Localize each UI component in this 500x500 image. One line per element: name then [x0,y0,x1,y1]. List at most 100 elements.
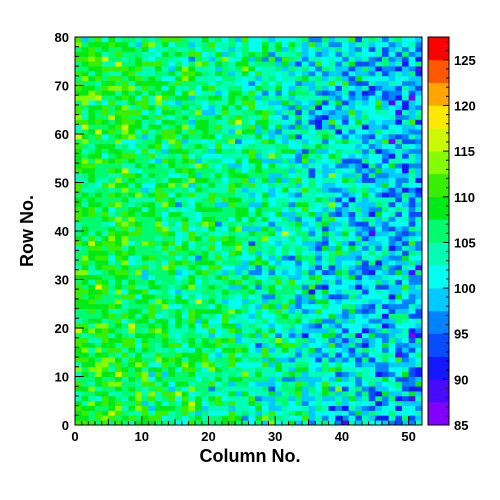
heatmap-cell [315,167,323,174]
heatmap-cell [115,376,123,382]
heatmap-cell [388,361,396,368]
heatmap-cell [161,323,169,329]
heatmap-cell [295,172,303,179]
heatmap-cell [321,318,329,324]
heatmap-cell [95,56,103,62]
heatmap-cell [135,386,143,392]
heatmap-cell [381,405,390,411]
heatmap-cell [321,294,329,300]
heatmap-cell [115,298,123,305]
heatmap-cell [188,342,196,348]
heatmap-cell [388,221,396,227]
heatmap-cell [148,46,156,52]
heatmap-cell [301,90,309,96]
heatmap-cell [301,274,309,280]
heatmap-cell [275,85,283,91]
heatmap-cell [381,192,390,198]
heatmap-cell [401,124,410,130]
heatmap-cell [181,332,189,339]
heatmap-cell [235,328,243,334]
heatmap-cell [108,415,116,421]
heatmap-cell [335,381,343,387]
heatmap-cell [128,323,136,329]
heatmap-cell [195,100,203,106]
heatmap-cell [368,104,376,111]
heatmap-cell [308,226,316,232]
heatmap-cell [228,352,236,358]
heatmap-cell [255,172,263,179]
heatmap-cell [248,405,256,411]
heatmap-cell [128,114,136,120]
heatmap-cell [221,41,229,48]
heatmap-cell [75,332,83,339]
heatmap-cell [335,158,343,164]
heatmap-cell [101,284,109,290]
heatmap-cell [135,85,143,91]
heatmap-cell [381,361,390,368]
heatmap-cell [155,371,163,377]
heatmap-cell [81,289,89,295]
heatmap-cell [128,158,136,164]
heatmap-cell [288,391,296,397]
heatmap-cell [95,51,103,57]
heatmap-cell [321,328,329,334]
heatmap-cell [168,357,176,363]
heatmap-cell [195,328,203,334]
heatmap-cell [101,294,109,300]
heatmap-cell [315,328,323,334]
heatmap-cell [415,250,423,256]
x-tick-label: 20 [201,429,215,444]
heatmap-cell [121,323,129,329]
heatmap-cell [128,56,136,62]
heatmap-cell [381,357,390,363]
heatmap-cell [128,129,136,135]
heatmap-cell [155,192,163,198]
heatmap-cell [115,163,123,169]
heatmap-cell [321,182,329,188]
heatmap-cell [288,289,296,295]
heatmap-cell [181,158,189,164]
heatmap-cell [268,284,276,290]
heatmap-cell [348,400,356,406]
heatmap-cell [135,395,143,402]
heatmap-cell [308,75,316,82]
heatmap-cell [241,109,249,115]
heatmap-cell [228,357,236,363]
heatmap-cell [88,172,96,179]
heatmap-cell [201,216,209,222]
heatmap-cell [268,395,276,402]
heatmap-cell [348,221,356,227]
heatmap-cell [241,100,249,106]
heatmap-cell [101,163,109,169]
heatmap-cell [115,119,123,125]
heatmap-cell [308,415,316,421]
heatmap-cell [381,167,390,174]
heatmap-cell [115,235,123,242]
heatmap-cell [188,56,196,62]
heatmap-cell [308,61,316,67]
heatmap-cell [288,342,296,348]
heatmap-cell [221,400,229,406]
heatmap-cell [108,279,116,285]
heatmap-cell [395,75,403,82]
heatmap-cell [161,211,169,217]
heatmap-cell [281,284,289,290]
heatmap-cell [321,172,329,179]
heatmap-cell [241,274,249,280]
heatmap-cell [75,284,83,290]
heatmap-cell [75,405,83,411]
heatmap-cell [361,231,370,237]
heatmap-cell [181,80,189,86]
heatmap-cell [348,153,356,159]
heatmap-cell [208,328,216,334]
heatmap-cell [268,231,276,237]
heatmap-cell [395,153,403,159]
heatmap-cell [388,104,396,111]
heatmap-cell [135,347,143,353]
heatmap-cell [388,192,396,198]
heatmap-cell [121,226,129,232]
heatmap-cell [255,269,263,276]
heatmap-cell [281,303,289,309]
heatmap-cell [168,289,176,295]
heatmap-cell [115,410,123,416]
